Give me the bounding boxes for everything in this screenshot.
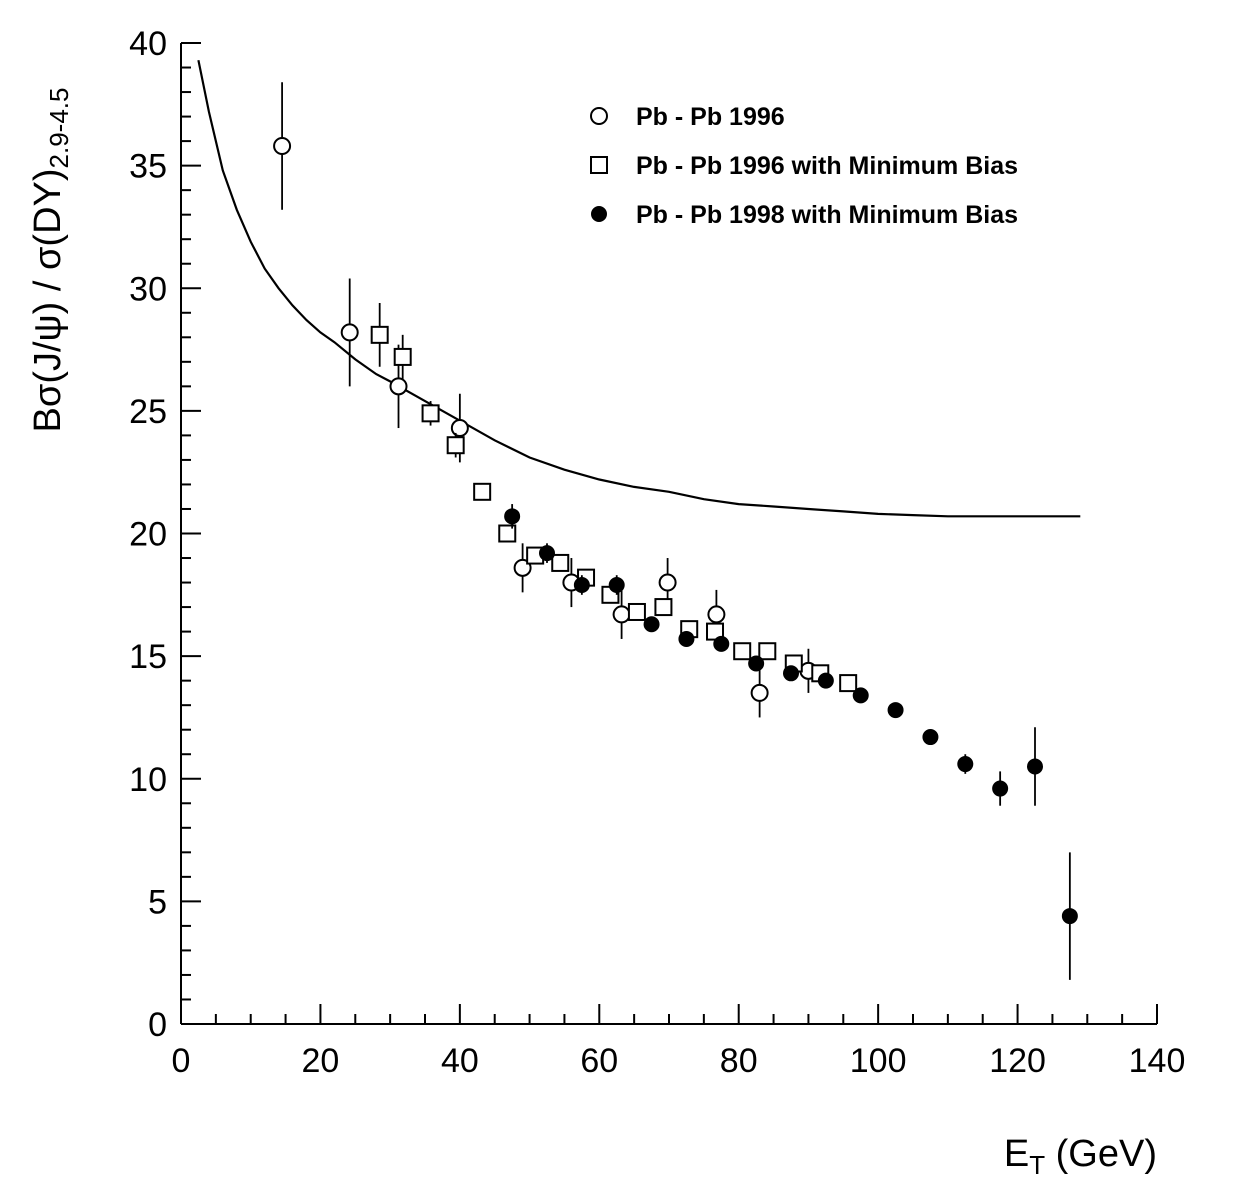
legend-label-3: Pb - Pb 1998 with Minimum Bias <box>636 201 1018 229</box>
legend-marker-1 <box>590 107 608 125</box>
legend-marker-3 <box>591 206 607 222</box>
y-tick-label: 35 <box>129 148 167 186</box>
series-3-point <box>957 756 974 773</box>
series-3-point <box>748 655 765 672</box>
series-3-point <box>608 577 625 594</box>
series-3-point <box>643 616 660 633</box>
x-tick-label: 0 <box>172 1042 191 1080</box>
series-2-point <box>627 602 646 621</box>
series-1-point <box>340 323 359 342</box>
series-3-point <box>539 545 555 562</box>
series-1-point <box>450 419 469 438</box>
series-3-point <box>887 702 904 719</box>
y-tick-label: 15 <box>129 638 167 676</box>
series-2-point <box>370 325 389 344</box>
y-tick-label: 25 <box>129 393 167 431</box>
series-2-point <box>498 524 517 543</box>
series-3-point <box>713 635 730 652</box>
curve-layer <box>197 59 1081 518</box>
series-3-point <box>817 672 834 689</box>
series-2-point <box>473 482 492 501</box>
legend-label-2: Pb - Pb 1996 with Minimum Bias <box>636 152 1018 180</box>
x-axis-title: ET (GeV) <box>1004 1133 1157 1180</box>
y-tick-label: 20 <box>129 516 167 554</box>
series-1-point <box>273 137 292 156</box>
x-tick-label: 140 <box>1129 1042 1186 1080</box>
legend: Pb - Pb 1996 Pb - Pb 1996 with Minimum Bi… <box>590 103 1018 229</box>
series-2-point <box>733 642 752 661</box>
x-tick-label: 120 <box>989 1042 1046 1080</box>
series-1-point <box>750 683 769 702</box>
series-2-point <box>393 347 412 366</box>
series-1-point <box>658 573 677 592</box>
x-tick-label: 40 <box>441 1042 479 1080</box>
y-tick-label: 0 <box>148 1006 167 1044</box>
series-3-point <box>852 687 869 704</box>
series-3-point <box>783 665 799 682</box>
series-2-point <box>758 642 777 661</box>
series-3-point <box>1061 908 1078 925</box>
series-2-point <box>421 404 440 423</box>
series-2-point <box>654 598 673 617</box>
x-tick-label: 60 <box>580 1042 618 1080</box>
series-2-point <box>551 553 570 572</box>
series-1-point <box>707 605 726 624</box>
x-tick-label: 20 <box>302 1042 340 1080</box>
series-3-point <box>922 729 939 746</box>
series-2-point <box>446 436 465 455</box>
theory-curve <box>197 59 1081 518</box>
points-layer <box>273 82 1078 980</box>
axes: 0 5 10 15 20 25 30 35 40 0 20 40 60 80 100 120 140 <box>129 25 1185 1080</box>
series-3-point <box>504 508 521 525</box>
series-3-point <box>1027 758 1043 775</box>
axis-titles: ET (GeV) Bσ(J/ψ) / σ(DY)2.9-4.5 <box>27 88 1157 1180</box>
series-2-point <box>839 674 858 693</box>
series-1-point <box>612 605 631 624</box>
series-3-point <box>678 630 695 647</box>
x-tick-label: 80 <box>720 1042 758 1080</box>
y-tick-label: 10 <box>129 761 167 799</box>
legend-marker-2 <box>590 156 608 174</box>
series-1-point <box>389 377 408 396</box>
legend-label-1: Pb - Pb 1996 <box>636 103 785 131</box>
series-3-point <box>573 577 590 594</box>
x-tick-label: 100 <box>850 1042 907 1080</box>
series-3-point <box>992 780 1009 797</box>
y-axis-title: Bσ(J/ψ) / σ(DY)2.9-4.5 <box>27 88 74 433</box>
y-tick-label: 30 <box>129 270 167 308</box>
y-tick-label: 5 <box>148 883 167 921</box>
y-tick-label: 40 <box>129 25 167 63</box>
